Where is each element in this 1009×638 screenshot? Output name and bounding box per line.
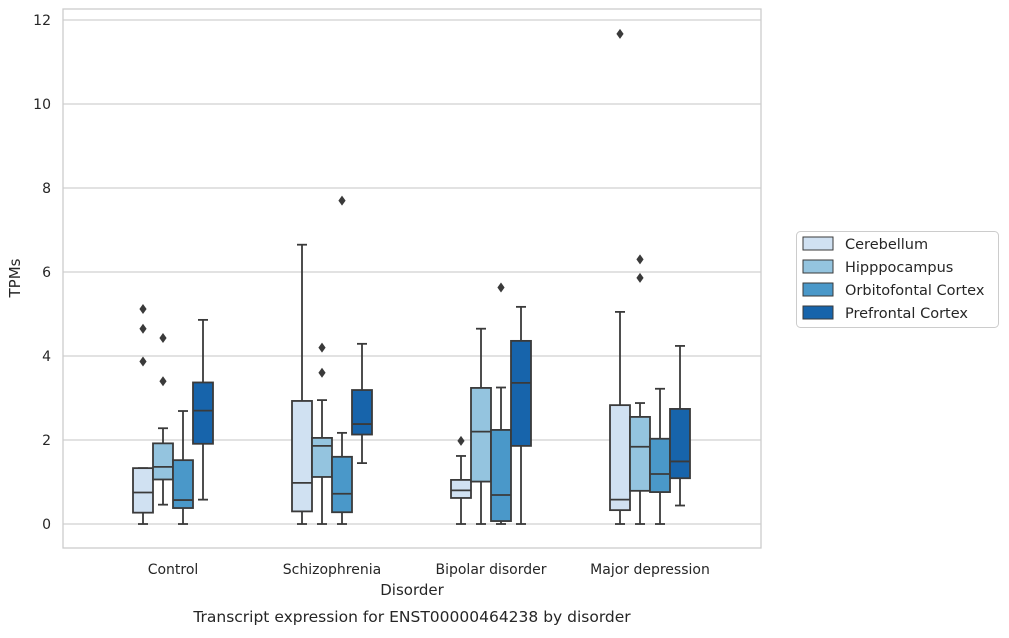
box-iqr (609, 404, 631, 512)
box-0-3 (192, 318, 214, 501)
box-1-1 (311, 342, 333, 525)
outlier-point (636, 272, 644, 283)
box-iqr (490, 429, 512, 522)
outlier-point (139, 323, 147, 334)
outlier-point (636, 254, 644, 265)
y-tick-label-4: 4 (42, 349, 51, 365)
box-2-2 (490, 282, 512, 525)
outlier-point (159, 332, 167, 343)
box-iqr (629, 415, 651, 492)
y-tick-label-10: 10 (33, 97, 51, 113)
legend-swatch (802, 282, 834, 297)
box-iqr (450, 478, 472, 499)
box-3-1 (629, 254, 651, 525)
outlier-point (457, 435, 465, 446)
x-tick-label-3: Major depression (590, 562, 710, 578)
box-1-2 (331, 195, 353, 525)
y-tick-label-2: 2 (42, 433, 51, 449)
box-iqr (331, 455, 353, 514)
box-iqr (510, 339, 532, 447)
legend-label: Orbitofontal Cortex (845, 283, 985, 299)
box-1-0 (291, 243, 313, 525)
chart-caption: Transcript expression for ENST0000046423… (192, 608, 631, 626)
y-axis-label: TPMs (6, 258, 24, 298)
x-tick-label-1: Schizophrenia (283, 562, 381, 578)
legend-label: Prefrontal Cortex (845, 306, 968, 322)
y-tick-label-6: 6 (42, 265, 51, 281)
x-tick-labels: Control Schizophrenia Bipolar disorder Majo… (148, 562, 710, 578)
outlier-point (318, 367, 326, 378)
y-tick-label-8: 8 (42, 181, 51, 197)
box-iqr (649, 437, 671, 493)
box-iqr (132, 467, 154, 514)
legend-frame (796, 231, 999, 328)
box-0-1 (152, 332, 174, 506)
box-iqr (669, 408, 691, 480)
box-3-2 (649, 387, 671, 525)
boxes-layer (132, 28, 691, 525)
box-1-3 (351, 342, 373, 465)
grid-layer (63, 19, 761, 525)
y-tick-label-12: 12 (33, 13, 51, 29)
outlier-point (139, 303, 147, 314)
legend-item-3: Prefrontal Cortex (802, 305, 968, 322)
legend-label: Hipppocampus (845, 260, 953, 276)
box-iqr (172, 459, 194, 509)
legend-swatch (802, 236, 834, 251)
box-iqr (291, 400, 313, 513)
legend-swatch (802, 305, 834, 320)
box-0-0 (132, 303, 154, 525)
plot-frame (62, 8, 762, 549)
outlier-point (139, 356, 147, 367)
box-iqr (311, 436, 333, 478)
box-3-0 (609, 28, 631, 525)
box-2-3 (510, 305, 532, 525)
legend-item-1: Hipppocampus (802, 259, 953, 276)
box-0-2 (172, 410, 194, 525)
legend-label: Cerebellum (845, 237, 928, 253)
legend-item-2: Orbitofontal Cortex (802, 282, 985, 299)
legend-swatch (802, 259, 834, 274)
outlier-point (338, 195, 346, 206)
box-iqr (351, 389, 373, 436)
x-tick-label-2: Bipolar disorder (435, 562, 546, 578)
box-iqr (470, 387, 492, 483)
outlier-point (497, 282, 505, 293)
y-tick-label-0: 0 (42, 517, 51, 533)
x-tick-label-0: Control (148, 562, 199, 578)
box-iqr (152, 442, 174, 481)
box-2-1 (470, 327, 492, 525)
outlier-point (616, 28, 624, 39)
box-2-0 (450, 435, 472, 525)
legend-item-0: Cerebellum (802, 236, 928, 253)
outlier-point (318, 342, 326, 353)
legend: Cerebellum Hipppocampus Orbitofontal Corte… (796, 231, 999, 328)
outlier-point (159, 376, 167, 387)
y-tick-labels: 0 2 4 6 8 10 12 (33, 13, 51, 533)
x-axis-label: Disorder (380, 581, 444, 599)
box-iqr (192, 381, 214, 445)
box-3-3 (669, 345, 691, 507)
